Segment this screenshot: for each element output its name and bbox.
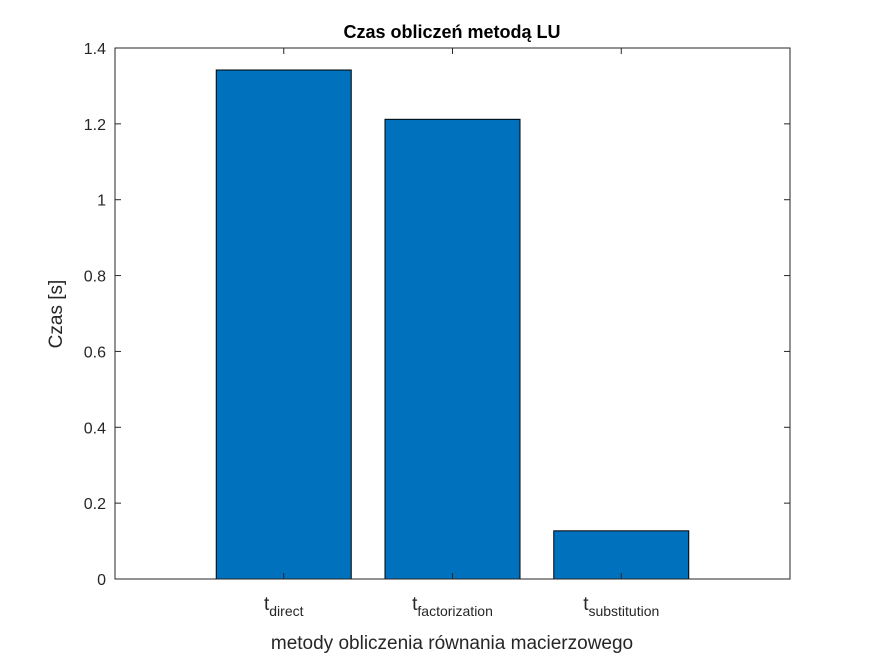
x-axis-label: metody obliczenia równania macierzowego (271, 633, 633, 654)
y-axis-ticks: 0 0.2 0.4 0.6 0.8 1 1.2 1.4 (84, 41, 790, 589)
y-tick-label: 0.6 (84, 344, 106, 361)
y-tick-label: 0 (97, 572, 106, 589)
bar-direct (215, 69, 352, 580)
x-tick-label: tfactorization (412, 594, 493, 619)
y-tick-label: 1 (97, 193, 106, 210)
bar-factorization (384, 118, 521, 580)
y-tick-label: 1.2 (84, 117, 106, 134)
y-tick-label: 0.2 (84, 496, 106, 513)
x-tick-label: tdirect (264, 594, 304, 619)
y-tick-label: 0.8 (84, 269, 106, 286)
x-axis-ticks: tdirect tfactorization tsubstitution (264, 48, 659, 619)
y-tick-label: 1.4 (84, 41, 106, 58)
bar-substitution (553, 530, 690, 580)
x-tick-label: tsubstitution (583, 594, 659, 619)
chart-title: Czas obliczeń metodą LU (343, 22, 560, 42)
y-axis-label: Czas [s] (46, 280, 67, 349)
bars-group (215, 69, 690, 580)
y-tick-label: 0.4 (84, 420, 106, 437)
